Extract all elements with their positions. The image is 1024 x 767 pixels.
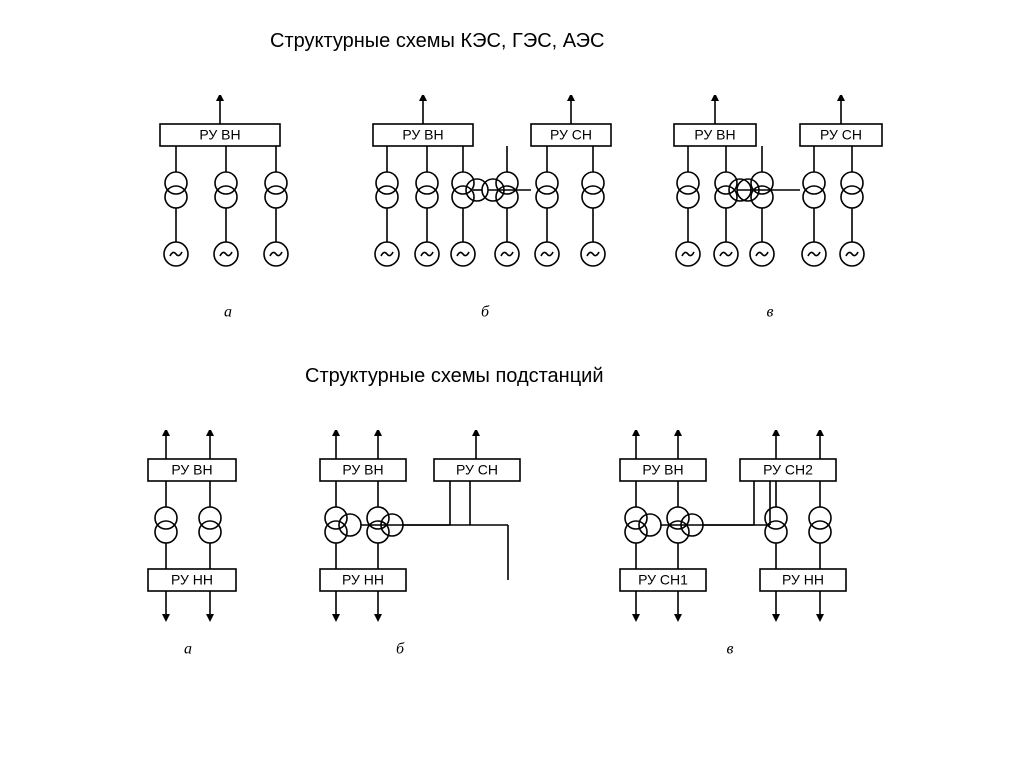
svg-text:а: а <box>224 304 232 321</box>
svg-text:РУ НН: РУ НН <box>171 572 213 588</box>
svg-text:РУ ВН: РУ ВН <box>642 462 683 478</box>
svg-text:РУ НН: РУ НН <box>342 572 384 588</box>
svg-text:РУ ВН: РУ ВН <box>342 462 383 478</box>
svg-text:РУ СН2: РУ СН2 <box>763 462 813 478</box>
svg-text:РУ СН: РУ СН <box>820 127 862 143</box>
diagram-row2-b: РУ ВН РУ СН РУ НН б <box>310 430 590 660</box>
svg-text:РУ СН: РУ СН <box>550 127 592 143</box>
svg-text:б: б <box>481 304 490 321</box>
diagram-row2-a: РУ ВН РУ НН а <box>130 430 280 660</box>
svg-text:РУ СН1: РУ СН1 <box>638 572 688 588</box>
diagram-row1-b: РУ ВН РУ СН б <box>355 95 635 325</box>
svg-text:РУ ВН: РУ ВН <box>171 462 212 478</box>
svg-text:РУ НН: РУ НН <box>782 572 824 588</box>
svg-text:а: а <box>184 641 192 658</box>
svg-text:в: в <box>767 304 774 321</box>
title-1: Структурные схемы КЭС, ГЭС, АЭС <box>270 30 605 53</box>
svg-text:РУ ВН: РУ ВН <box>694 127 735 143</box>
svg-text:РУ СН: РУ СН <box>456 462 498 478</box>
diagram-row1-a: РУ ВН а <box>130 95 330 325</box>
svg-text:б: б <box>396 641 405 658</box>
diagram-row2-v: РУ ВН РУ СН2 РУ СН1 РУ НН в <box>610 430 910 660</box>
diagram-row1-v: РУ ВН РУ СН в <box>660 95 900 325</box>
svg-text:РУ ВН: РУ ВН <box>199 127 240 143</box>
svg-text:в: в <box>727 641 734 658</box>
title-2: Структурные схемы подстанций <box>305 365 604 388</box>
svg-text:РУ ВН: РУ ВН <box>402 127 443 143</box>
